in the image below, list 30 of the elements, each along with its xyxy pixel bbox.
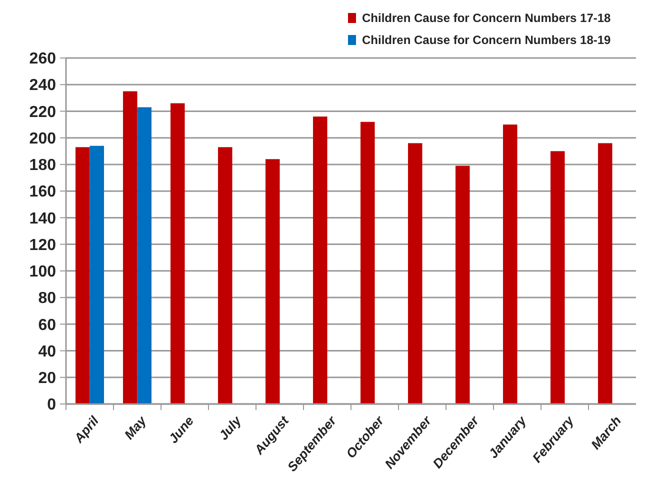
y-tick-label: 80: [38, 290, 56, 308]
y-tick-label: 240: [29, 77, 56, 94]
bar: [266, 159, 280, 404]
y-tick-label: 20: [38, 370, 56, 387]
legend-label: Children Cause for Concern Numbers 18-19: [362, 33, 612, 48]
bar: [456, 166, 470, 404]
y-tick-label: 160: [29, 184, 56, 201]
y-tick-label: 0: [47, 396, 56, 414]
bar: [360, 122, 375, 404]
y-tick-label: 60: [38, 316, 56, 334]
bar: [313, 116, 328, 404]
y-tick-label: 220: [29, 104, 56, 121]
y-tick-label: 40: [38, 343, 56, 360]
bar: [598, 143, 612, 404]
y-tick-label: 180: [29, 157, 56, 174]
y-tick-label: 100: [29, 264, 56, 281]
bar: [503, 124, 518, 404]
legend-label: Children Cause for Concern Numbers 17-18: [362, 11, 612, 26]
y-tick-label: 260: [29, 50, 56, 68]
bar: [170, 103, 185, 404]
bar: [137, 107, 152, 404]
bar: [550, 151, 565, 404]
bar: [408, 143, 422, 404]
bar: [218, 147, 232, 404]
y-tick-label: 140: [29, 210, 56, 228]
y-tick-label: 200: [29, 130, 56, 148]
y-tick-label: 120: [29, 236, 56, 254]
bar: [123, 91, 138, 404]
bar: [90, 146, 104, 404]
bar: [76, 147, 90, 404]
